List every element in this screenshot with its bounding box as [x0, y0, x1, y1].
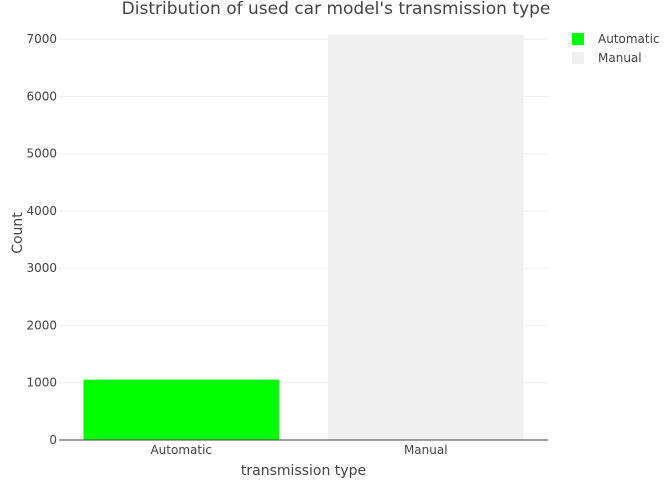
y-tick-label: 2000	[26, 318, 57, 332]
legend-item-manual[interactable]: Manual	[572, 51, 642, 65]
y-tick-label: 7000	[26, 32, 57, 46]
legend-swatch	[572, 33, 584, 45]
y-tick-label: 3000	[26, 261, 57, 275]
legend-label: Automatic	[598, 32, 660, 46]
x-tick-label: Manual	[404, 443, 448, 457]
x-axis-title: transmission type	[241, 463, 366, 479]
legend-swatch	[572, 52, 584, 64]
legend-item-automatic[interactable]: Automatic	[572, 32, 660, 46]
y-tick-label: 4000	[26, 204, 57, 218]
y-tick-label: 6000	[26, 89, 57, 103]
legend[interactable]: Automatic Manual	[572, 32, 660, 65]
y-axis-ticks: 0 1000 2000 3000 4000 5000 6000 7000	[26, 32, 57, 447]
legend-label: Manual	[598, 51, 642, 65]
bars	[83, 34, 524, 440]
x-tick-label: Automatic	[150, 443, 212, 457]
y-axis-title: Count	[10, 212, 26, 254]
gridlines	[59, 38, 548, 384]
y-tick-label: 1000	[26, 376, 57, 390]
y-tick-label: 0	[49, 433, 57, 447]
bar-automatic[interactable]	[83, 379, 280, 440]
y-tick-label: 5000	[26, 147, 57, 161]
bar-manual[interactable]	[327, 34, 524, 440]
chart-title: Distribution of used car model's transmi…	[122, 0, 551, 19]
x-axis-ticks: Automatic Manual	[150, 443, 447, 457]
